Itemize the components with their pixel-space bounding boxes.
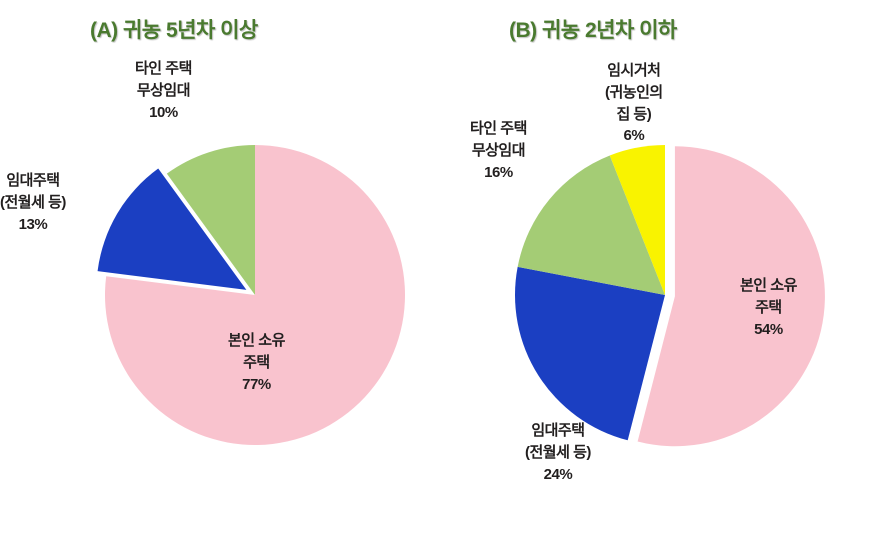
slice-label: 임시거처 (귀농인의 집 등) 6% <box>605 60 663 147</box>
charts-container: (A) 귀농 5년차 이상 (B) 귀농 2년차 이하 본인 소유 주택 77%… <box>0 0 891 535</box>
chart-b-pie <box>0 0 891 535</box>
slice-label: 임대주택 (전월세 등) 13% <box>0 170 66 235</box>
slice-label: 타인 주택 무상임대 16% <box>470 118 527 183</box>
slice-label: 임대주택 (전월세 등) 24% <box>525 420 591 485</box>
slice-label: 타인 주택 무상임대 10% <box>135 58 192 123</box>
pie-slice <box>515 267 665 440</box>
slice-label: 본인 소유 주택 54% <box>740 275 797 340</box>
slice-label: 본인 소유 주택 77% <box>228 330 285 395</box>
